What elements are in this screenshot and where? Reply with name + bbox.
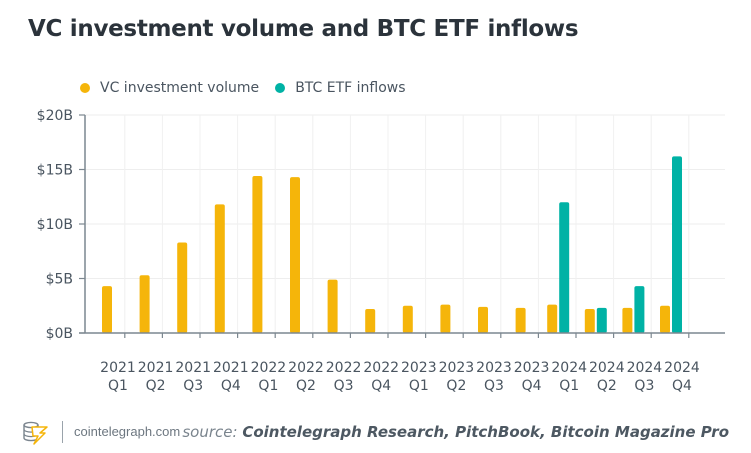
y-tick-label: $20B [37,108,73,124]
x-tick-label-year: 2022 [251,360,287,376]
bar-vc-investment [515,307,526,333]
x-tick-label-year: 2023 [514,360,550,376]
bar-vc-investment [622,307,633,333]
x-tick-label-year: 2024 [664,360,700,376]
x-tick-label-quarter: Q2 [597,378,617,394]
legend-label-etf: BTC ETF inflows [295,80,406,96]
bar-chart: $0B $5B $10B $15B $20B 2021 Q1 2021 Q2 2021 Q3 2021… [37,108,725,394]
x-tick-label-quarter: Q4 [672,378,692,394]
x-tick-label-year: 2023 [439,360,475,376]
y-tick-label: $10B [37,217,73,233]
x-tick-label-quarter: Q3 [183,378,203,394]
x-tick-label-year: 2022 [288,360,324,376]
bar-btc-etf-inflows [596,307,607,333]
x-tick-label-quarter: Q4 [221,378,241,394]
x-tick-label-quarter: Q4 [371,378,391,394]
source-prefix: source: [182,423,243,441]
x-tick-label-quarter: Q3 [484,378,504,394]
bar-vc-investment [660,305,670,333]
x-tick-label-quarter: Q4 [522,378,542,394]
footer: cointelegraph.com source: Cointelegraph … [0,418,751,448]
bar-btc-etf-inflows [672,156,682,333]
bar-vc-investment [478,306,488,333]
bar-vc-investment [440,304,451,333]
x-tick-label-quarter: Q2 [446,378,466,394]
legend-item-etf[interactable]: BTC ETF inflows [275,80,406,96]
x-tick-label-year: 2024 [589,360,625,376]
bar-vc-investment [584,309,595,333]
bar-vc-investment [327,279,338,333]
x-tick-label-year: 2021 [175,360,211,376]
bar-btc-etf-inflows [634,286,645,333]
y-tick-label: $5B [46,272,73,288]
legend-item-vc[interactable]: VC investment volume [80,80,259,96]
x-tick-label-quarter: Q1 [108,378,128,394]
x-tick-label-quarter: Q1 [409,378,429,394]
x-tick-label-quarter: Q2 [146,378,166,394]
x-tick-label-year: 2022 [326,360,362,376]
bar-vc-investment [547,304,558,333]
x-tick-label-quarter: Q1 [258,378,278,394]
bar-vc-investment [252,176,263,333]
bar-vc-investment [177,242,188,333]
x-tick-label-quarter: Q3 [634,378,654,394]
legend-dot-etf-icon [275,83,286,93]
x-tick-label-year: 2023 [401,360,437,376]
source-names: Cointelegraph Research, PitchBook, Bitco… [242,423,729,441]
site-link[interactable]: cointelegraph.com [74,424,181,439]
legend-label-vc: VC investment volume [100,80,260,96]
bar-vc-investment [365,309,376,333]
chart-title: VC investment volume and BTC ETF inflows [28,16,579,42]
footer-divider [62,421,63,443]
bar-vc-investment [139,275,150,333]
legend-dot-vc-icon [80,83,90,93]
y-tick-label: $0B [46,326,73,342]
x-tick-label-year: 2023 [476,360,512,376]
bar-vc-investment [402,305,413,333]
bar-vc-investment [102,286,112,333]
x-tick-label-year: 2021 [138,360,174,376]
x-tick-label-year: 2021 [100,360,136,376]
bar-vc-investment [214,204,225,333]
x-tick-label-quarter: Q3 [334,378,354,394]
x-tick-label-year: 2022 [363,360,399,376]
legend: VC investment volume BTC ETF inflows [80,80,422,96]
cointelegraph-logo-icon[interactable] [22,420,50,446]
y-tick-label: $15B [37,163,73,179]
x-tick-label-year: 2024 [551,360,587,376]
x-tick-label-quarter: Q2 [296,378,316,394]
x-tick-label-year: 2021 [213,360,249,376]
bar-btc-etf-inflows [559,202,570,333]
x-tick-label-year: 2024 [627,360,663,376]
x-tick-label-quarter: Q1 [559,378,579,394]
source-credit: source: Cointelegraph Research, PitchBoo… [182,423,729,441]
bar-vc-investment [290,177,300,333]
